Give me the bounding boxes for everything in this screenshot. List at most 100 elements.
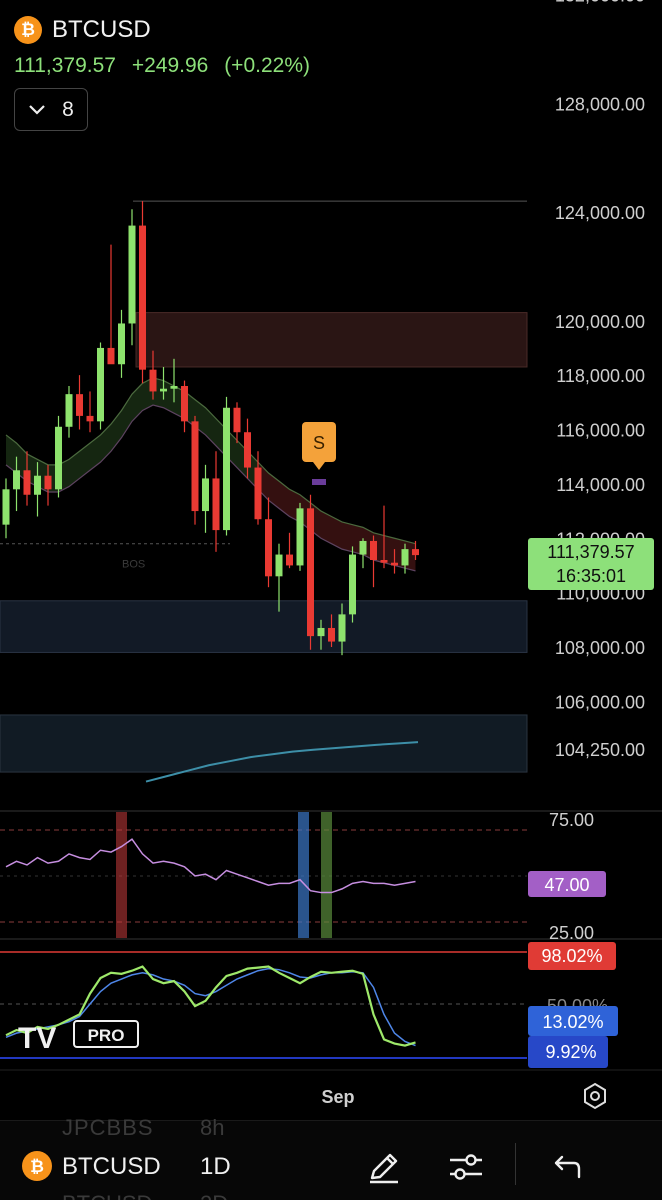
candle-body <box>107 347 115 365</box>
candle-body <box>191 421 199 512</box>
countdown-text: 16:35:01 <box>556 566 626 586</box>
candle-body <box>2 489 10 525</box>
stoch-top-tag <box>528 942 616 970</box>
candle <box>191 415 199 525</box>
candle <box>328 614 335 647</box>
price-axis-label: 104,250.00 <box>555 740 645 760</box>
candle-body <box>412 549 419 556</box>
hexagon-center <box>590 1091 600 1101</box>
pencil-icon[interactable] <box>364 1147 404 1187</box>
lower-zone <box>0 714 528 773</box>
candle <box>160 366 167 400</box>
candle <box>233 402 241 444</box>
candle-body <box>307 508 314 637</box>
candle-body <box>265 519 272 577</box>
support-zone <box>0 600 528 653</box>
ema-ribbon-bull <box>6 377 258 493</box>
candle-body <box>254 467 262 520</box>
bitcoin-icon: ₿ <box>14 16 42 44</box>
candle <box>181 380 188 433</box>
pro-badge-text: PRO <box>88 1026 125 1045</box>
sell-signal-badge <box>302 422 336 462</box>
ghost-timeframe-above: 8h <box>200 1115 225 1140</box>
candle-body <box>338 614 346 642</box>
candle-body <box>370 540 377 560</box>
candle <box>296 502 304 571</box>
svg-text:₿: ₿ <box>30 1157 44 1176</box>
candle <box>202 464 209 533</box>
candle <box>2 478 10 539</box>
price-axis-label: 108,000.00 <box>555 638 645 658</box>
candle-body <box>233 407 241 433</box>
candle-body <box>44 475 52 490</box>
ema-upper-line <box>5 377 416 545</box>
candle-body <box>34 475 41 495</box>
price-change-percent: (+0.22%) <box>224 54 310 77</box>
candle-body <box>55 426 62 490</box>
symbol-selector[interactable]: BTCUSD <box>62 1153 161 1180</box>
stoch-d-tag <box>528 1036 608 1068</box>
candle-body <box>244 432 251 468</box>
candle-body <box>296 508 304 566</box>
candle <box>265 497 272 588</box>
rsi-lower-label: 25.00 <box>549 923 594 943</box>
sell-signal-text: S <box>313 433 325 453</box>
candle <box>76 375 83 430</box>
toolbar-divider <box>515 1143 516 1185</box>
tradingview-logo-text: TV <box>18 1022 56 1055</box>
rsi-value-text: 47.00 <box>544 875 589 895</box>
candle <box>44 464 52 506</box>
undo-icon[interactable] <box>546 1147 586 1187</box>
chevron-down-icon <box>29 104 45 115</box>
indicators-toggle-button[interactable]: 8 <box>14 88 88 131</box>
rsi-oversold-bar <box>298 812 309 938</box>
candle-body <box>128 225 136 324</box>
candle-body <box>149 369 157 392</box>
candle-body <box>23 470 31 495</box>
candle <box>307 494 314 650</box>
candle <box>223 396 230 536</box>
sell-signal-pointer <box>313 462 325 470</box>
candle-body <box>275 554 283 577</box>
candle <box>97 342 104 430</box>
stoch-d-text: 9.92% <box>545 1042 596 1062</box>
timeframe-selector[interactable]: 1D <box>200 1153 231 1180</box>
candle-body <box>160 388 167 392</box>
candle-body <box>170 386 178 389</box>
candle <box>412 540 419 560</box>
candle <box>254 451 262 525</box>
candle <box>65 386 73 438</box>
symbol-header: ₿ BTCUSD 111,379.57 +249.96 (+0.22%) <box>14 16 310 78</box>
candle <box>359 538 367 569</box>
price-axis-label: 120,000.00 <box>555 312 645 332</box>
candle <box>349 546 356 623</box>
candle <box>34 462 41 517</box>
candle-body <box>13 470 20 490</box>
candle <box>244 418 251 479</box>
stoch-top-text: 98.02% <box>541 946 602 966</box>
candle <box>401 543 409 574</box>
sliders-icon[interactable] <box>446 1147 486 1187</box>
stoch-k-line <box>5 965 416 1047</box>
candle-body <box>139 225 146 370</box>
price-axis-label: 128,000.00 <box>555 94 645 114</box>
candle-body <box>118 323 125 365</box>
price-change-line: 111,379.57 +249.96 (+0.22%) <box>14 54 310 78</box>
stoch-k-text: 13.02% <box>542 1012 603 1032</box>
candle <box>275 543 283 612</box>
price-axis-label: 116,000.00 <box>556 421 645 441</box>
candle-body <box>65 394 73 427</box>
last-price-tag <box>528 538 654 590</box>
settings-hexagon-icon[interactable] <box>584 1082 606 1110</box>
candle <box>107 244 115 365</box>
candle <box>317 619 325 650</box>
bitcoin-icon: ₿ <box>22 1151 52 1181</box>
resistance-zone <box>135 312 528 368</box>
stoch-k-tag <box>528 1006 618 1036</box>
rsi-oversold-bar <box>321 812 332 938</box>
rsi-value-tag <box>528 871 606 897</box>
candle-body <box>181 386 188 422</box>
symbol-name[interactable]: BTCUSD <box>52 16 151 43</box>
